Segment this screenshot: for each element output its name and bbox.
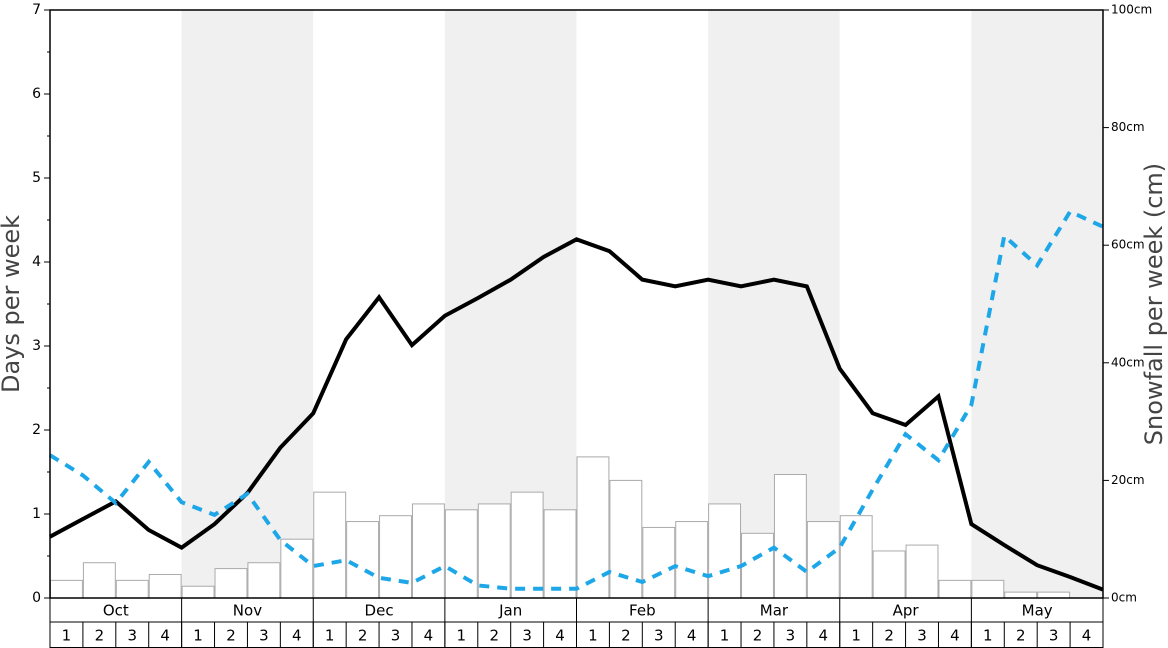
week-label: 2 (358, 627, 368, 645)
bar (477, 503, 511, 599)
bar (181, 585, 215, 599)
bar (510, 491, 544, 599)
bar (50, 579, 83, 599)
week-label: 2 (884, 627, 894, 645)
week-label: 1 (325, 627, 335, 645)
y-tick-label: 5 (32, 170, 41, 186)
line (49, 237, 1104, 592)
week-label: 3 (1049, 627, 1059, 645)
bar (280, 538, 314, 599)
bar (214, 568, 248, 599)
bar (938, 579, 972, 599)
week-label: 1 (457, 627, 467, 645)
bar (872, 550, 906, 599)
month-band (50, 10, 182, 598)
y-tick-label: 2 (32, 422, 41, 438)
y2-tick-label: 20cm (1111, 473, 1145, 487)
bar (806, 521, 840, 599)
week-label: 4 (292, 627, 302, 645)
week-label: 4 (555, 627, 565, 645)
week-label: 1 (193, 627, 203, 645)
month-label: Apr (893, 602, 920, 620)
week-label: 4 (950, 627, 960, 645)
week-label: 4 (1082, 627, 1092, 645)
week-label: 1 (851, 627, 861, 645)
bar (444, 509, 478, 599)
y-tick-label: 1 (32, 506, 41, 522)
week-label: 2 (753, 627, 763, 645)
bar (971, 579, 1005, 599)
y-tick-label: 7 (32, 2, 41, 18)
y-tick-label: 3 (32, 338, 41, 354)
week-label: 4 (160, 627, 170, 645)
week-label: 3 (259, 627, 269, 645)
bar (543, 509, 577, 599)
y-tick-label: 4 (32, 254, 41, 270)
week-label: 1 (588, 627, 598, 645)
bar (905, 544, 939, 599)
week-label: 4 (819, 627, 829, 645)
month-label: Nov (233, 602, 262, 620)
bar (708, 503, 742, 599)
bar (379, 515, 412, 599)
week-label: 1 (720, 627, 730, 645)
month-label: Jan (498, 602, 522, 620)
week-label: 1 (983, 627, 993, 645)
bar (642, 526, 676, 599)
bar (247, 562, 281, 599)
bar (1004, 591, 1038, 599)
bar (1037, 591, 1071, 599)
month-label: Mar (760, 602, 789, 620)
week-label: 4 (687, 627, 697, 645)
bar (82, 562, 116, 599)
week-label: 2 (1016, 627, 1026, 645)
week-label: 4 (424, 627, 434, 645)
week-label: 3 (917, 627, 927, 645)
y-tick-label: 6 (32, 86, 41, 102)
bar (115, 579, 149, 599)
week-label: 3 (391, 627, 401, 645)
month-label: Dec (365, 602, 394, 620)
bar (313, 491, 347, 599)
month-label: Oct (103, 602, 129, 620)
bar (773, 474, 807, 599)
y2-tick-label: 40cm (1111, 355, 1145, 369)
week-label: 2 (489, 627, 499, 645)
month-label: May (1022, 602, 1053, 620)
bar (346, 521, 380, 599)
bar (148, 573, 182, 599)
week-label: 3 (786, 627, 796, 645)
y-axis-title: Days per week (0, 215, 25, 393)
y2-axis-title: Snowfall per week (cm) (1140, 163, 1168, 445)
y2-tick-label: 60cm (1111, 238, 1145, 252)
week-label: 3 (127, 627, 137, 645)
y2-tick-label: 80cm (1111, 120, 1145, 134)
week-label: 3 (654, 627, 664, 645)
week-label: 2 (226, 627, 236, 645)
y2-tick-label: 100cm (1111, 3, 1152, 17)
week-label: 3 (522, 627, 532, 645)
month-band (971, 10, 1103, 598)
plot-frame (49, 9, 1104, 599)
bar (411, 503, 445, 599)
y-tick-label: 0 (32, 590, 41, 606)
bar (839, 515, 873, 599)
month-band (839, 10, 972, 598)
week-label: 2 (621, 627, 631, 645)
line (48, 209, 1104, 591)
month-band (181, 10, 314, 598)
y2-tick-label: 0cm (1111, 591, 1137, 605)
bar (741, 532, 774, 599)
month-label: Feb (629, 602, 656, 620)
week-label: 2 (95, 627, 105, 645)
week-label: 1 (62, 627, 72, 645)
bar (675, 521, 709, 599)
